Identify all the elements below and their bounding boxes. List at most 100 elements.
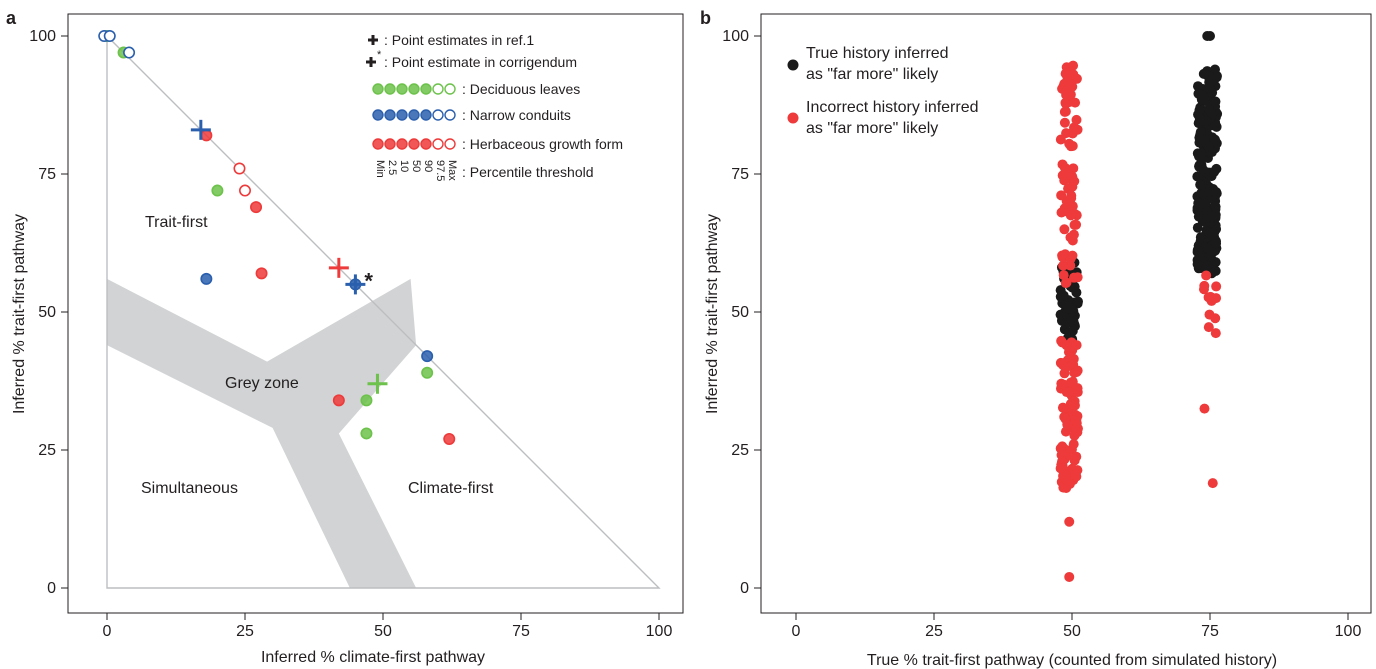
black-point <box>1195 232 1206 243</box>
legend-swatch-red <box>372 138 384 150</box>
y-tick-label: 0 <box>740 580 749 597</box>
legend-swatch-blue <box>396 109 408 121</box>
red-point <box>1065 210 1076 221</box>
red-point <box>1061 277 1072 288</box>
black-point <box>1196 148 1207 159</box>
legend-swatch-blue <box>444 109 456 121</box>
panel-a-points <box>98 29 456 445</box>
panel-a-legend: : Point estimates in ref.1 * : Point est… <box>366 32 623 181</box>
herbaceous-growth-form-point <box>255 267 268 280</box>
legend-swatch-red <box>384 138 396 150</box>
red-outlier-point <box>1207 478 1218 489</box>
grey-zone-band <box>107 278 417 588</box>
red-point <box>1060 68 1071 79</box>
legend-swatch-green <box>396 83 408 95</box>
x-tick-label: 25 <box>236 623 254 640</box>
red-point <box>1058 482 1069 493</box>
red-point <box>1199 280 1210 291</box>
red-point <box>1059 106 1070 117</box>
black-point <box>1062 301 1073 312</box>
red-point <box>1070 97 1081 108</box>
legend-swatch-blue <box>420 109 432 121</box>
x-tick-label: 50 <box>1063 623 1081 640</box>
region-simultaneous: Simultaneous <box>141 480 238 497</box>
corrigendum-asterisk: * <box>364 268 373 293</box>
black-point <box>1204 186 1215 197</box>
red-point <box>1203 322 1214 333</box>
red-point <box>1066 79 1077 90</box>
black-point <box>1192 222 1203 233</box>
herbaceous-growth-form-point <box>443 432 456 445</box>
red-point <box>1205 291 1216 302</box>
black-point <box>1211 238 1222 249</box>
triangle-outline <box>106 34 661 589</box>
legend-swatch-green <box>432 83 444 95</box>
red-point <box>1204 309 1215 320</box>
y-tick-label: 25 <box>731 442 749 459</box>
red-point <box>1068 229 1079 240</box>
x-tick-label: 50 <box>374 623 392 640</box>
red-point <box>1064 138 1075 149</box>
red-point <box>1068 69 1079 80</box>
red-outlier-point <box>1199 403 1210 414</box>
legend-corrigendum-marker: * <box>366 49 382 67</box>
y-tick-label: 100 <box>722 28 749 45</box>
black-point <box>1192 244 1203 255</box>
legend-deciduous-label: : Deciduous leaves <box>462 81 580 97</box>
black-point <box>1055 309 1066 320</box>
legend-incorrect-line2: as "far more" likely <box>806 120 938 137</box>
red-point <box>1060 413 1071 424</box>
red-point <box>1058 270 1069 281</box>
black-point <box>1067 312 1078 323</box>
percentile-tick-label: Min <box>374 160 386 178</box>
red-point <box>1068 353 1079 364</box>
legend-swatch-red <box>444 138 456 150</box>
panel-b: b 0 25 50 75 100 0 25 50 75 100 True % trait-fir… <box>700 8 1372 669</box>
legend-swatch-green <box>384 83 396 95</box>
percentile-tick-label: 50 <box>410 160 422 172</box>
percentile-tick-label: 10 <box>398 160 410 172</box>
black-point <box>1200 198 1211 209</box>
legend-swatch-red <box>420 138 432 150</box>
herbaceous-growth-form-point <box>239 184 252 197</box>
legend-swatch-red <box>408 138 420 150</box>
black-point <box>1194 113 1205 124</box>
deciduous-leaves-point <box>421 366 434 379</box>
panel-b-y-label: Inferred % trait-first pathway <box>704 214 721 414</box>
red-point <box>1057 402 1068 413</box>
panel-b-legend: True history inferred as "far more" like… <box>787 45 979 137</box>
red-point <box>1069 219 1080 230</box>
panel-a-plot-box <box>67 13 684 614</box>
panel-b-plot-box <box>760 13 1372 614</box>
panel-b-letter: b <box>700 8 711 28</box>
black-point <box>1072 296 1083 307</box>
herbaceous-growth-form-point <box>200 129 213 142</box>
legend-percentile-label: : Percentile threshold <box>462 164 594 180</box>
black-point <box>1196 94 1207 105</box>
panel-a-x-ticks: 0 25 50 75 100 <box>103 613 672 640</box>
y-tick-label: 100 <box>29 28 56 45</box>
legend-swatch-blue <box>408 109 420 121</box>
legend-swatch-blue <box>372 109 384 121</box>
legend-incorrect-marker <box>787 112 799 124</box>
legend-true-line1: True history inferred <box>806 45 949 62</box>
percentile-tick-label: Max <box>446 160 458 181</box>
red-point <box>1072 465 1083 476</box>
legend-percentiles: Min 2.5 10 50 90 97.5 Max <box>374 160 458 181</box>
black-point <box>1209 226 1220 237</box>
black-point <box>1202 243 1213 254</box>
legend-narrow-label: : Narrow conduits <box>462 107 571 123</box>
black-point <box>1210 96 1221 107</box>
legend-swatch-red <box>396 138 408 150</box>
x-tick-label: 25 <box>925 623 943 640</box>
black-point <box>1192 171 1203 182</box>
deciduous-leaves-point <box>211 184 224 197</box>
red-outlier-point <box>1064 571 1075 582</box>
legend-swatch-green <box>372 83 384 95</box>
red-point <box>1071 340 1082 351</box>
red-point <box>1201 270 1212 281</box>
x-tick-label: 0 <box>792 623 801 640</box>
legend-ref-label: : Point estimates in ref.1 <box>384 32 534 48</box>
red-point <box>1056 207 1067 218</box>
red-point <box>1063 387 1074 398</box>
